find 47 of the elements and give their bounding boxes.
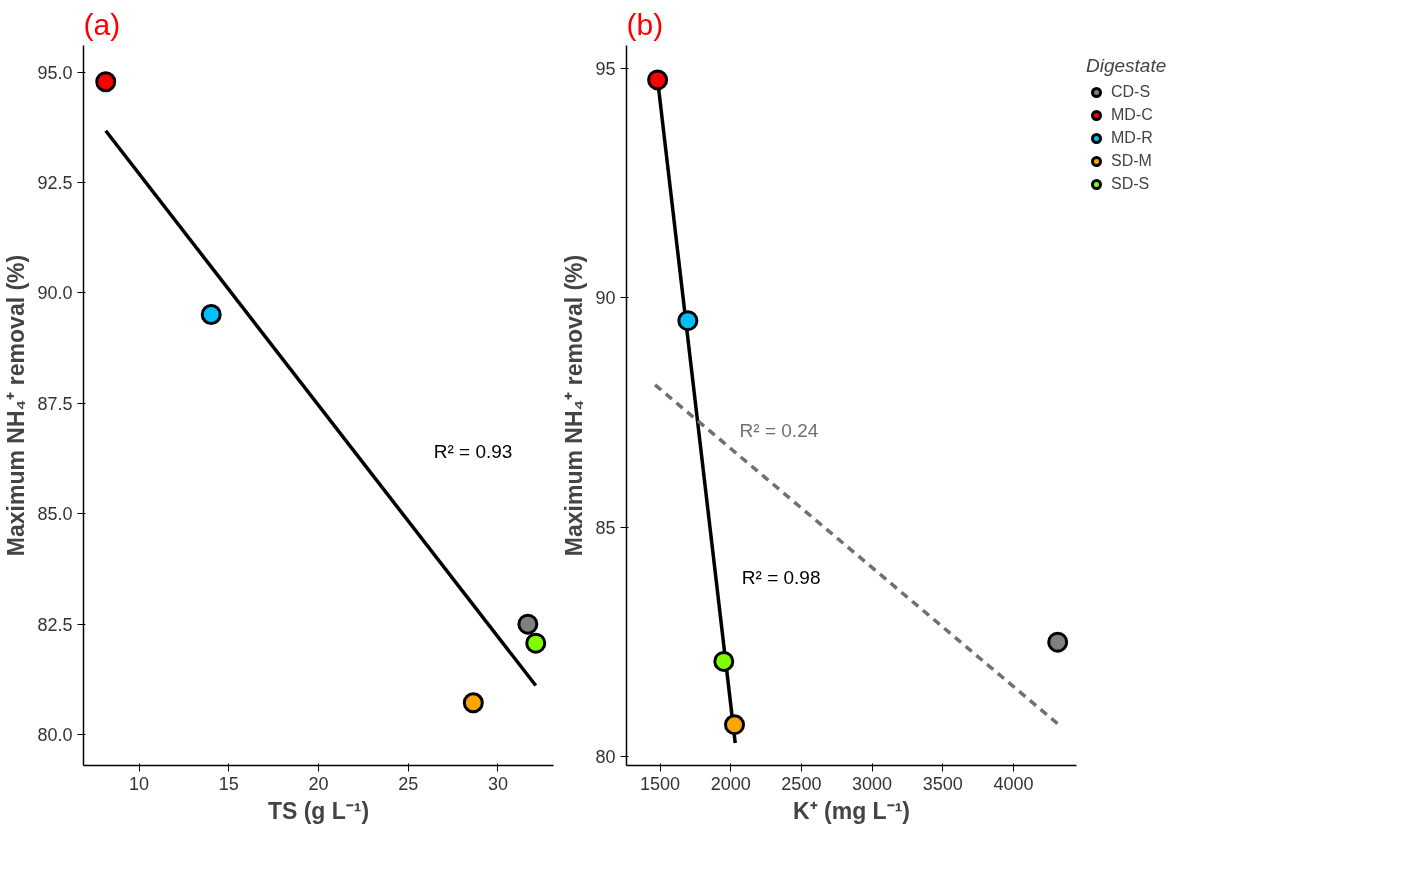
legend-label: SD-M — [1111, 152, 1152, 170]
x-tick-label: 2500 — [781, 773, 822, 794]
point — [525, 632, 547, 654]
y-tick-label: 80.0 — [37, 725, 73, 746]
y-tick-label: 95.0 — [37, 62, 73, 83]
point — [95, 71, 117, 93]
x-tick-label: 10 — [129, 773, 150, 794]
legend-label: MD-R — [1111, 129, 1153, 147]
chart-title: (a) — [83, 7, 121, 41]
point — [1047, 631, 1069, 653]
y-tick-label: 95 — [595, 58, 616, 79]
point — [462, 692, 484, 714]
chart-title: (b) — [626, 7, 664, 41]
point — [200, 304, 222, 325]
x-tick-label: 25 — [398, 773, 419, 794]
x-tick-label: 15 — [218, 773, 239, 794]
legend-title: Digestate — [1086, 55, 1167, 77]
point — [647, 69, 669, 91]
legend-label: CD-S — [1111, 83, 1151, 101]
x-axis-title: TS (g L⁻¹) — [267, 797, 370, 824]
point — [713, 650, 735, 672]
x-tick-label: 1500 — [639, 773, 681, 794]
y-tick-label: 90 — [595, 288, 616, 309]
y-tick-label: 90.0 — [37, 283, 73, 304]
annotation: R² = 0.98 — [741, 566, 821, 588]
point — [677, 310, 699, 332]
y-tick-label: 92.5 — [37, 172, 73, 193]
y-tick-label: 87.5 — [37, 393, 73, 414]
y-tick-label: 85 — [595, 517, 616, 538]
x-tick-label: 4000 — [993, 773, 1034, 794]
y-tick-label: 85.0 — [37, 504, 73, 525]
point — [724, 714, 746, 736]
y-axis-title: Maximum NH₄⁺ removal (%) — [3, 254, 30, 557]
y-tick-label: 80 — [595, 746, 616, 767]
annotation: R² = 0.24 — [739, 420, 819, 442]
x-tick-label: 3500 — [922, 773, 963, 794]
y-tick-label: 82.5 — [37, 614, 73, 635]
x-tick-label: 20 — [308, 773, 329, 794]
point — [517, 613, 539, 635]
annotation: R² = 0.93 — [433, 441, 513, 463]
x-tick-label: 2000 — [710, 773, 751, 794]
y-axis-title: Maximum NH₄⁺ removal (%) — [561, 254, 588, 557]
x-axis-title: K⁺ (mg L⁻¹) — [793, 797, 910, 824]
legend-label: SD-S — [1111, 175, 1150, 193]
x-tick-label: 3000 — [852, 773, 893, 794]
legend-label: MD-C — [1111, 106, 1153, 124]
x-tick-label: 30 — [487, 773, 508, 794]
